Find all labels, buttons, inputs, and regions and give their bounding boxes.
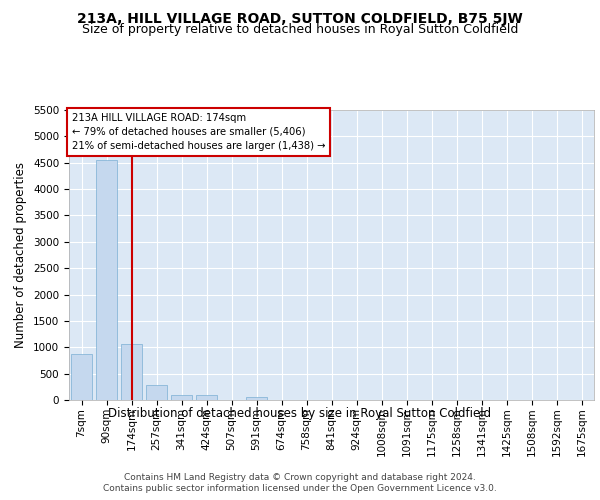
- Text: 213A HILL VILLAGE ROAD: 174sqm
← 79% of detached houses are smaller (5,406)
21% : 213A HILL VILLAGE ROAD: 174sqm ← 79% of …: [71, 113, 325, 151]
- Text: Size of property relative to detached houses in Royal Sutton Coldfield: Size of property relative to detached ho…: [82, 22, 518, 36]
- Y-axis label: Number of detached properties: Number of detached properties: [14, 162, 28, 348]
- Bar: [246, 396, 267, 400]
- Bar: [71, 354, 92, 400]
- Text: 213A, HILL VILLAGE ROAD, SUTTON COLDFIELD, B75 5JW: 213A, HILL VILLAGE ROAD, SUTTON COLDFIEL…: [77, 12, 523, 26]
- Bar: [96, 160, 117, 400]
- Text: Distribution of detached houses by size in Royal Sutton Coldfield: Distribution of detached houses by size …: [109, 408, 491, 420]
- Bar: [121, 344, 142, 400]
- Bar: [196, 395, 217, 400]
- Bar: [146, 385, 167, 400]
- Text: Contains public sector information licensed under the Open Government Licence v3: Contains public sector information licen…: [103, 484, 497, 493]
- Text: Contains HM Land Registry data © Crown copyright and database right 2024.: Contains HM Land Registry data © Crown c…: [124, 472, 476, 482]
- Bar: [171, 395, 192, 400]
